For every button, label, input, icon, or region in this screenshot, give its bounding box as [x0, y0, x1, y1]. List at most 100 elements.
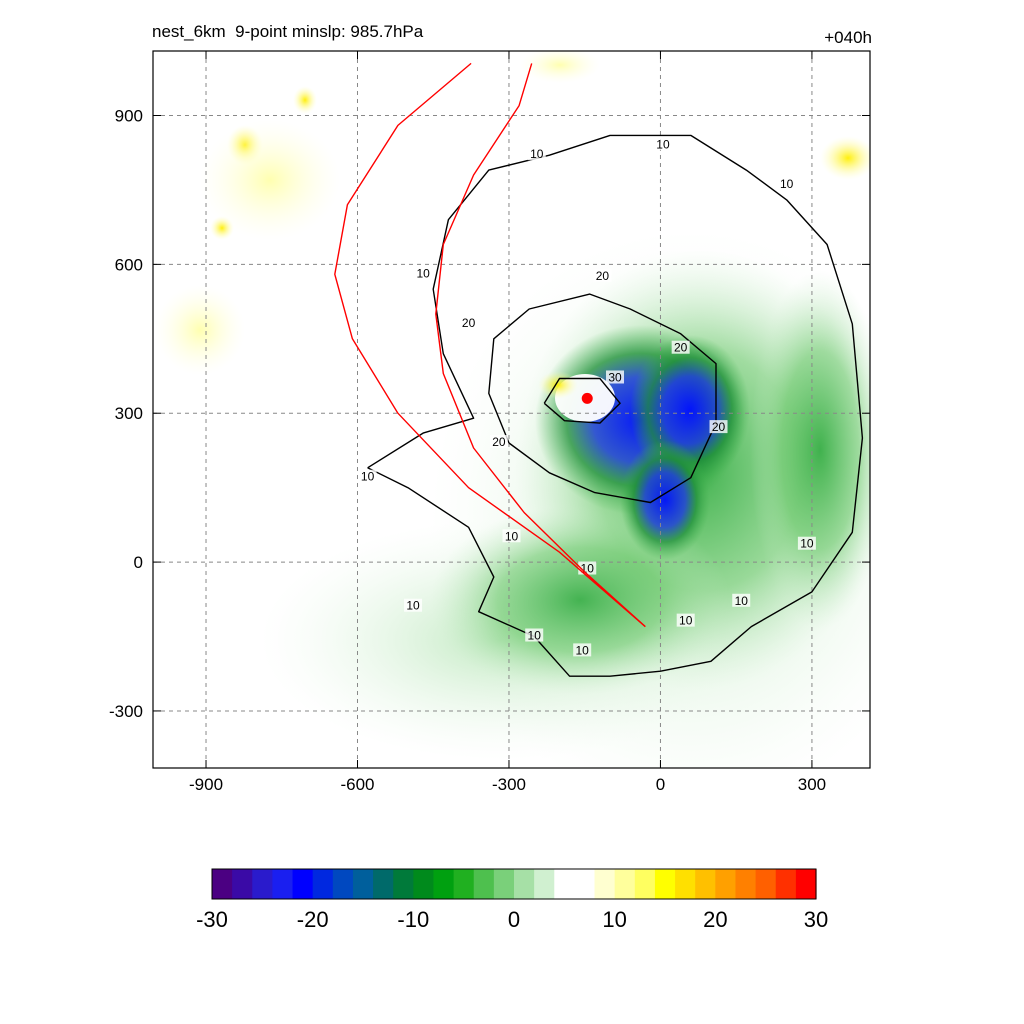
colorbar-tick-label: 10: [602, 907, 626, 932]
contour-label-background: [709, 420, 728, 434]
colorbar-swatch: [332, 869, 354, 899]
colorbar-swatch: [795, 869, 817, 899]
contour-label: 10: [361, 470, 375, 484]
field-yellow-region: [820, 136, 870, 180]
contour-label-background: [777, 176, 796, 190]
colorbar-tick-label: -20: [297, 907, 329, 932]
colorbar-swatch: [493, 869, 515, 899]
contour-label: 10: [679, 614, 693, 628]
colorbar-swatch: [654, 869, 676, 899]
colorbar-swatch: [675, 869, 696, 899]
x-tick-label: -600: [340, 775, 374, 794]
contour-label: 10: [406, 599, 420, 613]
contour-lines: 10 10 10 10 20 20 20 20 20 30 10 10 10 10 10 10 10 10 10: [358, 134, 864, 677]
x-tick-label: 300: [798, 775, 826, 794]
field-pale-yellow-region: [520, 51, 600, 83]
plot-title: nest_6km 9-point minslp: 985.7hPa: [152, 22, 424, 41]
colorbar-swatch: [453, 869, 475, 899]
contour-label-background: [459, 315, 478, 329]
contour-line-10: [367, 134, 864, 677]
contour-line-30: [543, 377, 621, 424]
colorbar-swatch: [413, 869, 435, 899]
colorbar-swatch: [715, 869, 737, 899]
colorbar-swatch: [292, 869, 314, 899]
colorbar-swatch: [433, 869, 455, 899]
contour-label-background: [653, 137, 672, 151]
contour-label: 10: [735, 594, 749, 608]
field-green-region: [750, 270, 870, 630]
axis-ticks: -900 -600 -300 0 300 -300 0 300 600 900: [109, 51, 870, 794]
colorbar-swatch: [232, 869, 253, 899]
contour-label-background: [527, 147, 546, 161]
contour-label: 10: [656, 137, 670, 151]
track-line: [435, 63, 646, 628]
colorbar: -30 -20 -10 0 10 20 30: [196, 868, 828, 932]
colorbar-swatch: [373, 869, 394, 899]
contour-label: 10: [416, 266, 430, 280]
field-pale-yellow-region: [155, 285, 245, 375]
colorbar-swatch: [634, 869, 656, 899]
x-tick-label: -300: [492, 775, 526, 794]
y-tick-label: 0: [134, 553, 143, 572]
contour-label: 10: [780, 177, 794, 191]
colorbar-swatch: [594, 869, 616, 899]
contour-label: 10: [528, 629, 542, 643]
colorbar-swatch: [473, 869, 495, 899]
colorbar-swatch: [272, 869, 294, 899]
contour-label: 20: [712, 420, 726, 434]
colorbar-swatch: [212, 869, 233, 899]
contour-label: 20: [492, 435, 506, 449]
colorbar-frame: [211, 868, 817, 900]
field-yellow-region: [538, 371, 578, 399]
colorbar-swatch: [614, 869, 636, 899]
field-yellow-region: [293, 86, 317, 114]
colorbar-swatch: [574, 869, 596, 899]
contour-label-background: [671, 340, 690, 354]
colorbar-swatch: [534, 869, 555, 899]
contour-label-background: [593, 268, 612, 282]
contour-label: 10: [800, 537, 814, 551]
contour-label: 10: [576, 643, 590, 657]
contour-label: 10: [530, 147, 544, 161]
contour-label-background: [404, 598, 423, 612]
contour-label-background: [606, 370, 625, 384]
y-tick-label: -300: [109, 702, 143, 721]
y-tick-label: 900: [115, 107, 143, 126]
storm-center-marker: [581, 392, 593, 404]
colorbar-tick-label: 0: [508, 907, 520, 932]
contour-label-background: [797, 536, 816, 550]
contour-label-background: [502, 529, 521, 543]
colorbar-tick-label: -10: [397, 907, 429, 932]
forecast-time-label: +040h: [824, 28, 872, 47]
colorbar-swatch: [755, 869, 777, 899]
colorbar-swatch: [735, 869, 757, 899]
contour-label-background: [489, 434, 508, 448]
wind-field: [153, 51, 870, 768]
contour-label-background: [578, 561, 597, 575]
contour-label: 20: [596, 269, 610, 283]
contour-label-background: [414, 266, 433, 280]
field-pale-yellow-region: [200, 120, 340, 240]
colorbar-tick-label: 20: [703, 907, 727, 932]
track-lines: [334, 62, 646, 628]
plot-frame: [152, 50, 871, 769]
track-line: [334, 62, 646, 628]
contour-label-background: [573, 643, 592, 657]
colorbar-swatch: [695, 869, 716, 899]
colorbar-tick-label: -30: [196, 907, 228, 932]
contour-label: 20: [674, 341, 688, 355]
colorbar-swatch: [775, 869, 797, 899]
colorbar-swatch: [393, 869, 414, 899]
contour-label-background: [676, 613, 695, 627]
contour-label-background: [358, 469, 377, 483]
field-blue-core: [620, 440, 710, 560]
contour-label: 30: [608, 370, 622, 384]
storm-center-group: [581, 392, 593, 404]
contour-line-20: [488, 293, 717, 504]
contour-label: 10: [581, 562, 595, 576]
y-tick-label: 600: [115, 255, 143, 274]
contour-label-background: [732, 593, 751, 607]
colorbar-tick-label: 30: [804, 907, 828, 932]
x-tick-label: -900: [189, 775, 223, 794]
